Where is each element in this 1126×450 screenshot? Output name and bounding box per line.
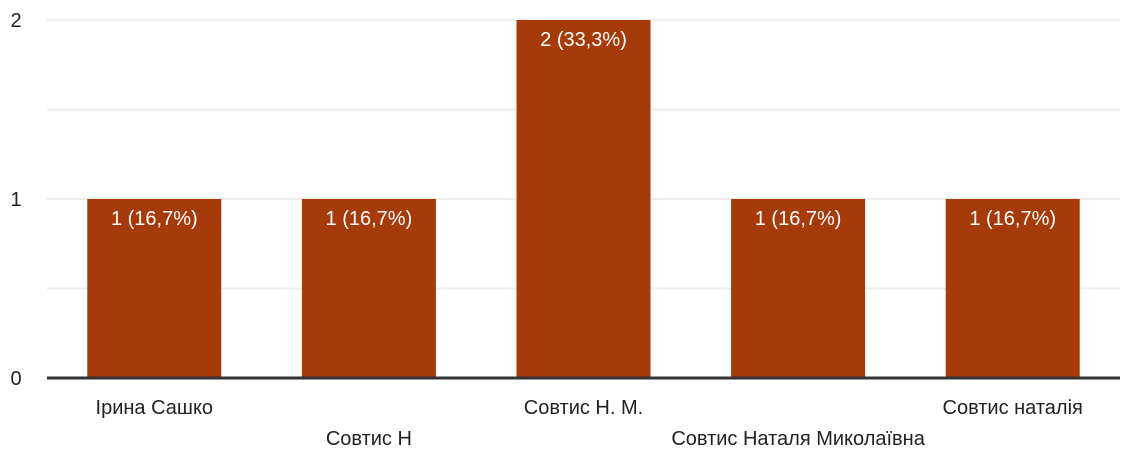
data-labels-group: 1 (16,7%) 1 (16,7%) 2 (33,3%) 1 (16,7%) 1 (1… (111, 29, 1056, 230)
y-tick-label: 2 (10, 10, 21, 32)
x-category-labels: Ірина Сашко Совтис Н Совтис Н. М. Совтис На… (96, 397, 1083, 450)
x-category-label: Совтис Наталя Миколаївна (671, 428, 925, 450)
bar-4[interactable] (945, 199, 1080, 378)
x-category-label: Ірина Сашко (96, 397, 214, 419)
y-tick-label: 0 (10, 368, 21, 390)
data-label: 1 (16,7%) (326, 208, 413, 230)
bar-2[interactable] (516, 20, 651, 378)
bars-group (87, 20, 1080, 378)
data-label: 1 (16,7%) (969, 208, 1056, 230)
y-tick-labels: 0 1 2 (10, 10, 21, 390)
y-tick-label: 1 (10, 189, 21, 211)
bar-3[interactable] (731, 199, 866, 378)
x-category-label: Совтис Н. М. (524, 397, 643, 419)
data-label: 2 (33,3%) (540, 29, 627, 51)
bar-0[interactable] (87, 199, 222, 378)
data-label: 1 (16,7%) (755, 208, 842, 230)
x-category-label: Совтис наталія (943, 397, 1083, 419)
data-label: 1 (16,7%) (111, 208, 198, 230)
bar-1[interactable] (301, 199, 436, 378)
x-category-label: Совтис Н (326, 428, 412, 450)
